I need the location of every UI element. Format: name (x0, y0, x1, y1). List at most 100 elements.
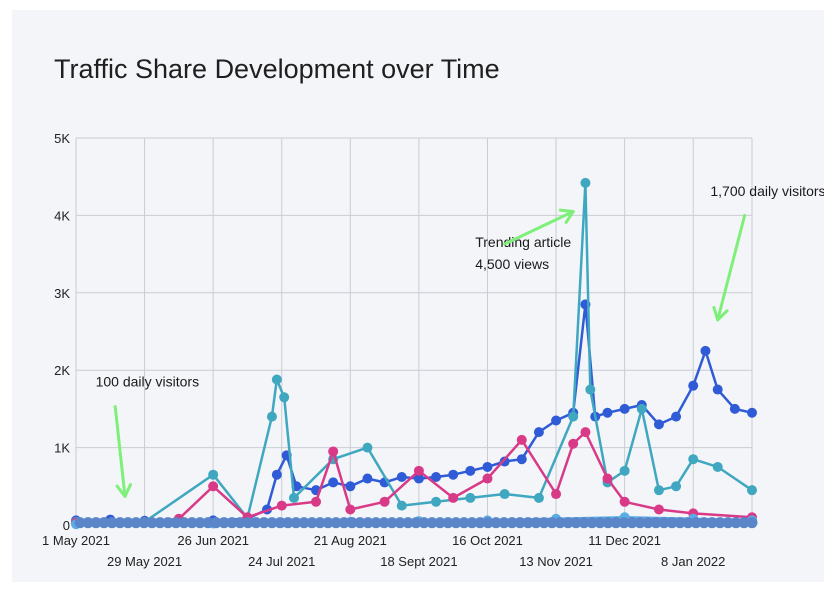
baseline-markers (74, 517, 758, 529)
baseline-point (106, 517, 118, 529)
annotation-text: 1,700 daily visitors (710, 183, 824, 199)
data-point (516, 434, 527, 445)
annotation-arrow (503, 208, 575, 246)
series-line (76, 181, 753, 524)
baseline-point (706, 517, 718, 529)
data-point (271, 374, 282, 385)
baseline-point (186, 517, 198, 529)
annotation-text: 100 daily visitors (96, 373, 200, 389)
arrow-head (712, 305, 729, 322)
baseline-point (250, 517, 262, 529)
x-tick-label: 29 May 2021 (107, 554, 182, 569)
baseline-point (354, 517, 366, 529)
annotation-layer: 100 daily visitors Trending article 4,500 … (96, 183, 824, 498)
baseline-point (554, 517, 566, 529)
baseline-point (234, 517, 246, 529)
baseline-point (474, 517, 486, 529)
data-point (328, 446, 339, 457)
arrow-head (558, 208, 575, 224)
data-point (208, 469, 219, 480)
baseline-point (258, 517, 270, 529)
baseline-point (618, 517, 630, 529)
baseline-point (466, 517, 478, 529)
data-point (671, 411, 682, 422)
baseline-point (322, 517, 334, 529)
data-point (653, 419, 664, 430)
data-point (551, 415, 562, 426)
baseline-point (738, 517, 750, 529)
data-point (396, 472, 407, 483)
baseline-point (594, 517, 606, 529)
baseline-point (274, 517, 286, 529)
x-tick-label: 24 Jul 2021 (248, 554, 315, 569)
baseline-point (242, 517, 254, 529)
y-tick-label: 5K (54, 131, 70, 146)
data-point (328, 477, 339, 488)
data-point (700, 345, 711, 356)
data-point (585, 384, 596, 395)
baseline-point (290, 517, 302, 529)
data-point (271, 469, 282, 480)
data-point (533, 492, 544, 503)
data-point (448, 469, 459, 480)
data-point (602, 473, 613, 484)
data-point (413, 465, 424, 476)
data-point (688, 380, 699, 391)
baseline-point (442, 517, 454, 529)
data-point (636, 403, 647, 414)
baseline-point (714, 517, 726, 529)
data-point (729, 403, 740, 414)
series-line (76, 430, 753, 524)
data-point (568, 411, 579, 422)
data-point (747, 407, 757, 418)
data-point (379, 496, 390, 507)
arrow-shaft (716, 213, 747, 322)
data-point (448, 492, 459, 503)
baseline-point (370, 517, 382, 529)
baseline-point (402, 517, 414, 529)
data-point (396, 500, 407, 511)
baseline-point (362, 517, 374, 529)
annotation-text: 4,500 views (475, 256, 549, 272)
baseline-point (194, 517, 206, 529)
traffic-line-chart: 0 1K 2K 3K 4K 5K 1 May 2021 29 May 2021 26 Jun 2… (42, 131, 824, 569)
y-tick-label: 3K (54, 286, 70, 301)
y-tick-label: 1K (54, 441, 70, 456)
baseline-point (346, 517, 358, 529)
baseline-point (266, 517, 278, 529)
data-point (279, 392, 290, 403)
baseline-point (394, 517, 406, 529)
baseline-point (90, 517, 102, 529)
data-point (602, 407, 613, 418)
baseline-point (298, 517, 310, 529)
data-point (499, 489, 510, 500)
annotation-arrow (113, 405, 133, 498)
baseline-point (226, 517, 238, 529)
data-point (413, 473, 424, 484)
data-point (482, 473, 493, 484)
baseline-point (282, 517, 294, 529)
x-tick-label: 18 Sept 2021 (380, 554, 457, 569)
data-point (688, 454, 699, 465)
baseline-point (722, 517, 734, 529)
data-point (465, 465, 476, 476)
axis-layer: 0 1K 2K 3K 4K 5K 1 May 2021 29 May 2021 26 Jun 2… (42, 131, 725, 569)
data-point (712, 384, 723, 395)
chart-card: Traffic Share Development over Time 0 1K 2… (12, 10, 824, 582)
series-1 (71, 177, 757, 527)
baseline-point (138, 517, 150, 529)
baseline-point (650, 517, 662, 529)
baseline-point (602, 517, 614, 529)
chart-title: Traffic Share Development over Time (54, 54, 500, 84)
baseline-point (178, 517, 190, 529)
arrow-shaft (503, 210, 575, 246)
data-point (499, 456, 510, 467)
data-point (619, 403, 630, 414)
baseline-point (562, 517, 574, 529)
series-layer (71, 177, 758, 530)
baseline-point (458, 517, 470, 529)
baseline-point (626, 517, 638, 529)
baseline-point (530, 517, 542, 529)
y-tick-label: 2K (54, 363, 70, 378)
data-point (431, 472, 442, 483)
